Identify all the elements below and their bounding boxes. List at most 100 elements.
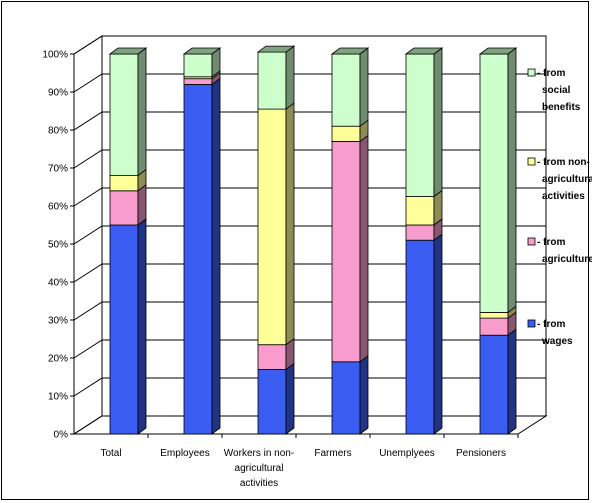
y-tick-label: 80% [48,126,68,137]
bar-side [285,45,295,110]
x-axis-labels: Total Employees Workers in non-agricultura… [100,434,519,489]
bar-front [331,361,361,435]
bar-segment-3-2 [257,45,295,110]
bar-segment-2-3 [331,119,369,143]
bar-front [479,53,509,313]
bar-segment-0-2 [257,362,295,435]
y-tick-label: 10% [48,392,68,403]
bar-segment-0-0 [109,218,147,435]
bar-front [183,78,213,85]
bar-front [405,53,435,197]
legend: - from social benefits - from non-agricultu… [527,68,592,347]
bar-front [331,140,361,363]
legend-label: - from wages [537,319,573,347]
bar-front [257,368,287,435]
bar-side [137,184,147,226]
bar-side [507,47,517,314]
legend-entry-0: - from social benefits [527,68,581,113]
bar-side [137,218,147,435]
x-tick-label: Workers in non-agricultural activities [224,448,294,489]
gridline [73,111,546,131]
gridlines [73,35,546,435]
legend-entry-1: - from non-agricultural activities [527,157,592,202]
bar-front [405,239,435,435]
bar-side [359,134,369,363]
bar-side [211,77,221,435]
gridline [73,415,546,435]
legend-swatch [527,237,536,246]
x-tick-label: Employees [160,448,209,459]
bar-front [109,53,139,176]
gridline [73,301,546,321]
y-tick-label: 100% [42,50,68,61]
bar-front [183,84,213,435]
legend-entry-3: - from wages [527,319,573,347]
bar-front [405,224,435,241]
bar-side [285,102,295,346]
bar-side [285,362,295,435]
bar-top [256,45,296,53]
gridline [73,339,546,359]
bar-side [359,354,369,435]
legend-label: - from social benefits [537,68,581,113]
gridline [73,149,546,169]
x-tick-label: Total [100,448,121,459]
bar-segment-3-4 [405,47,443,198]
bar-top [330,47,370,55]
x-tick-label: Unemplyees [379,448,435,459]
gridline [73,377,546,397]
bar-front [405,196,435,226]
bar-segment-1-0 [109,184,147,226]
bar-segment-1-2 [257,337,295,371]
bar-segment-0-4 [405,233,443,435]
bar-segment-0-1 [183,77,221,435]
y-tick-label: 60% [48,202,68,213]
legend-swatch [527,68,536,77]
bar-front [183,53,213,78]
bar-front [257,108,287,346]
legend-swatch [527,319,536,328]
y-tick-label: 40% [48,278,68,289]
bar-front [257,344,287,370]
bar-segment-3-0 [109,47,147,177]
legend-label: - from non-agricultural activities [537,157,592,202]
bar-top [478,47,518,55]
y-tick-label: 90% [48,88,68,99]
bars [108,45,518,435]
legend-entry-2: - from agriculture [527,237,592,265]
bar-front [257,51,287,110]
bar-segment-0-3 [331,354,369,435]
bar-segment-3-3 [331,47,369,127]
bar-front [109,175,139,192]
bar-front [479,334,509,435]
gridline [73,225,546,245]
bar-front [479,311,509,319]
bar-front [331,53,361,127]
gridline [73,187,546,207]
y-tick-label: 0% [54,430,69,441]
bar-side [137,47,147,177]
bar-front [479,317,509,336]
y-tick-label: 20% [48,354,68,365]
bar-side [507,328,517,435]
x-tick-label: Farmers [314,448,351,459]
bar-segment-3-1 [183,47,221,78]
bar-front [109,224,139,435]
bar-side [359,47,369,127]
bar-segment-2-0 [109,168,147,192]
bar-front [331,125,361,142]
bar-segment-3-5 [479,47,517,314]
bar-side [433,47,443,198]
y-tick-label: 70% [48,164,68,175]
bar-segment-0-5 [479,328,517,435]
legend-swatch [527,157,536,166]
bar-front [109,190,139,226]
y-tick-label: 50% [48,240,68,251]
legend-label: - from agriculture [537,237,592,265]
bar-top [182,47,222,55]
gridline [73,35,546,55]
x-tick-label: Pensioners [456,448,506,459]
bar-segment-1-3 [331,134,369,363]
bar-segment-2-2 [257,102,295,346]
